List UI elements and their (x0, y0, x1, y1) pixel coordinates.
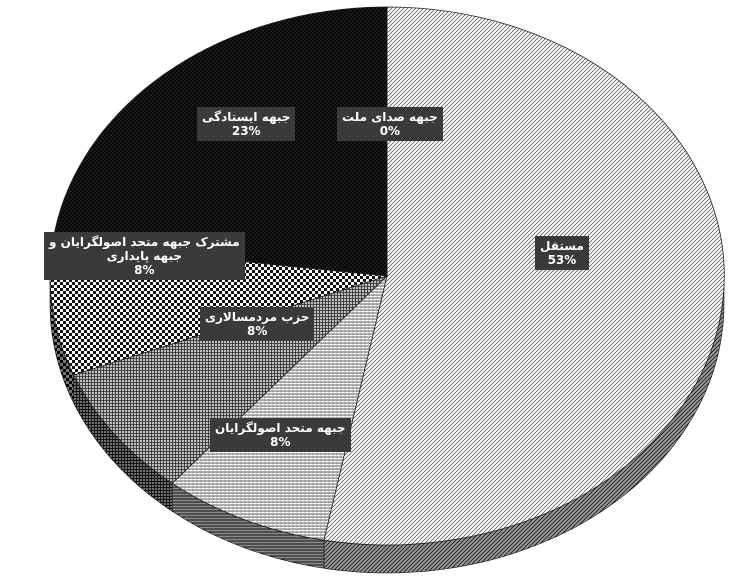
slice-pct-2: 8% (270, 435, 291, 449)
slice-pct-3: 8% (247, 324, 268, 338)
slice-name-4-line-2: جبهه پایداری (106, 249, 183, 263)
pie-slice-1 (323, 6, 725, 546)
pie-slice-5 (52, 6, 388, 277)
slice-label-4: مشترک جبهه متحد اصولگرایان و جبهه پایدار… (44, 232, 245, 280)
slice-label-2: جبهه متحد اصولگرایان 8% (210, 418, 351, 452)
slice-name-5: جبهه ایستادگی (202, 110, 291, 124)
slice-label-3: حزب مردمسالاری 8% (200, 307, 315, 341)
slice-name-0: جبهه صدای ملت (342, 110, 438, 124)
slice-name-1: مستقل (540, 239, 584, 253)
slice-name-4-line-1: مشترک جبهه متحد اصولگرایان و (49, 235, 240, 249)
slice-label-0: جبهه صدای ملت 0% (337, 107, 443, 141)
slice-name-2: جبهه متحد اصولگرایان (215, 421, 346, 435)
slice-pct-4: 8% (134, 263, 155, 277)
pie-slice-2 (171, 274, 388, 541)
slice-pct-0: 0% (379, 124, 401, 138)
slice-name-3: حزب مردمسالاری (205, 310, 310, 324)
slice-label-5: جبهه ایستادگی 23% (197, 107, 296, 141)
slice-label-1: مستقل 53% (535, 236, 589, 270)
slice-pct-1: 53% (547, 253, 577, 267)
slice-pct-5: 23% (231, 124, 261, 138)
